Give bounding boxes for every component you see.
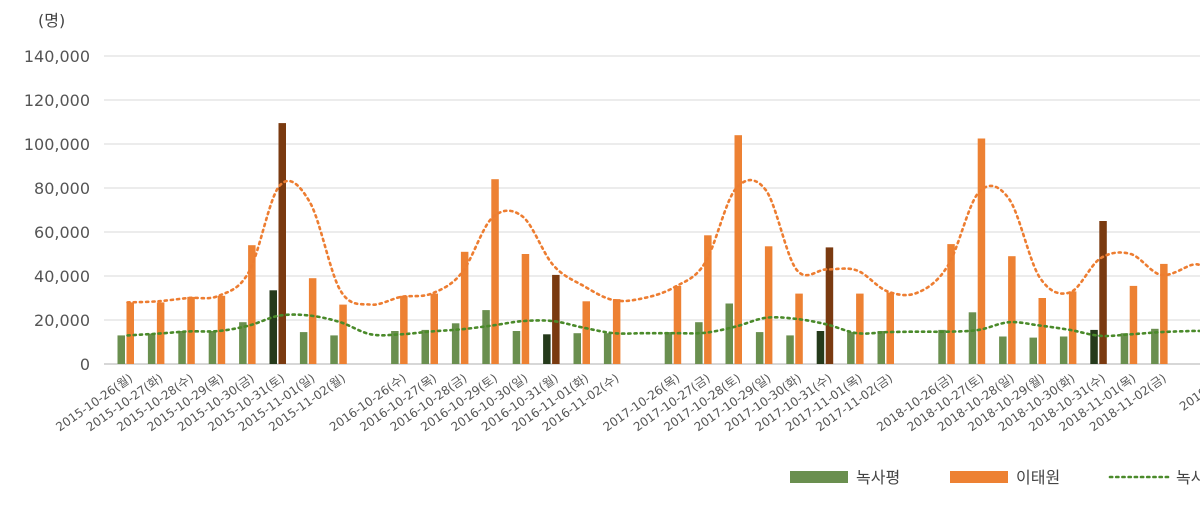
y-tick-label: 20,000 [34,311,90,330]
bar-itaewon [765,246,773,364]
bar-noksapyeong [422,330,430,364]
bar-noksapyeong [1151,329,1159,364]
bar-itaewon [522,254,530,364]
legend-label: 이태원 [1016,468,1060,487]
bar-noksapyeong [209,331,217,364]
bar-itaewon [826,247,834,364]
bar-noksapyeong [726,304,734,365]
legend-label: 녹사평 [856,468,900,487]
bar-noksapyeong [786,335,794,364]
y-tick-label: 0 [80,355,90,374]
bar-noksapyeong [300,332,308,364]
bar-itaewon [1160,264,1168,364]
bar-noksapyeong [604,333,612,364]
bar-itaewon [1008,256,1016,364]
bar-noksapyeong [148,334,156,364]
bar-itaewon [613,299,621,364]
bar-itaewon [309,278,317,364]
x-axis-ticks: 2015-10-26(월)2015-10-27(화)2015-10-28(수)2… [53,371,1200,434]
bar-noksapyeong [543,334,551,364]
bar-noksapyeong [178,331,186,364]
bar-noksapyeong [1060,337,1068,365]
bar-noksapyeong [817,331,825,364]
y-tick-label: 140,000 [24,47,90,66]
bar-noksapyeong [878,331,886,364]
bar-noksapyeong [665,332,673,364]
x-tick-label: 2019-10- [1177,371,1200,414]
bar-noksapyeong [999,337,1007,365]
y-tick-label: 80,000 [34,179,90,198]
y-axis-ticks: 0 20,000 40,000 60,000 80,000 100,000 120,000 1… [24,47,90,374]
bar-itaewon [887,293,895,365]
bar-itaewon [947,244,955,364]
bar-itaewon [339,305,347,364]
legend-label: 녹사 [1176,468,1200,487]
bar-noksapyeong [1030,338,1038,364]
y-unit-label: (명) [38,11,65,30]
itaewon-trend-line [128,180,1200,305]
bar-itaewon [1069,291,1077,364]
bar-noksapyeong [695,322,703,364]
bar-itaewon [400,296,408,364]
bar-itaewon [735,135,743,364]
bar-itaewon [127,302,135,364]
bar-itaewon [1039,298,1047,364]
y-tick-label: 60,000 [34,223,90,242]
y-tick-label: 120,000 [24,91,90,110]
bar-itaewon [1130,286,1138,364]
bar-noksapyeong [756,332,764,364]
bar-itaewon [491,179,499,364]
bar-noksapyeong [847,332,855,364]
bar-noksapyeong [118,335,126,364]
bar-itaewon [583,301,591,364]
bar-itaewon [1099,221,1107,364]
bar-noksapyeong [482,310,490,364]
bar-noksapyeong [513,331,521,364]
legend: 녹사평 이태원 녹사 [790,468,1200,487]
bar-itaewon [674,286,682,364]
bar-itaewon [856,294,864,364]
bar-noksapyeong [938,330,946,364]
y-tick-label: 100,000 [24,135,90,154]
bar-noksapyeong [574,333,582,364]
legend-swatch [790,471,848,483]
bar-noksapyeong [270,290,278,364]
bar-itaewon [552,275,560,364]
y-tick-label: 40,000 [34,267,90,286]
bars [118,123,1168,364]
bar-itaewon [431,294,439,364]
bar-noksapyeong [969,312,977,364]
legend-swatch [950,471,1008,483]
bar-itaewon [279,123,287,364]
bar-itaewon [248,245,256,364]
bar-noksapyeong [330,335,338,364]
bar-itaewon [795,294,803,364]
bar-noksapyeong [1121,333,1129,364]
